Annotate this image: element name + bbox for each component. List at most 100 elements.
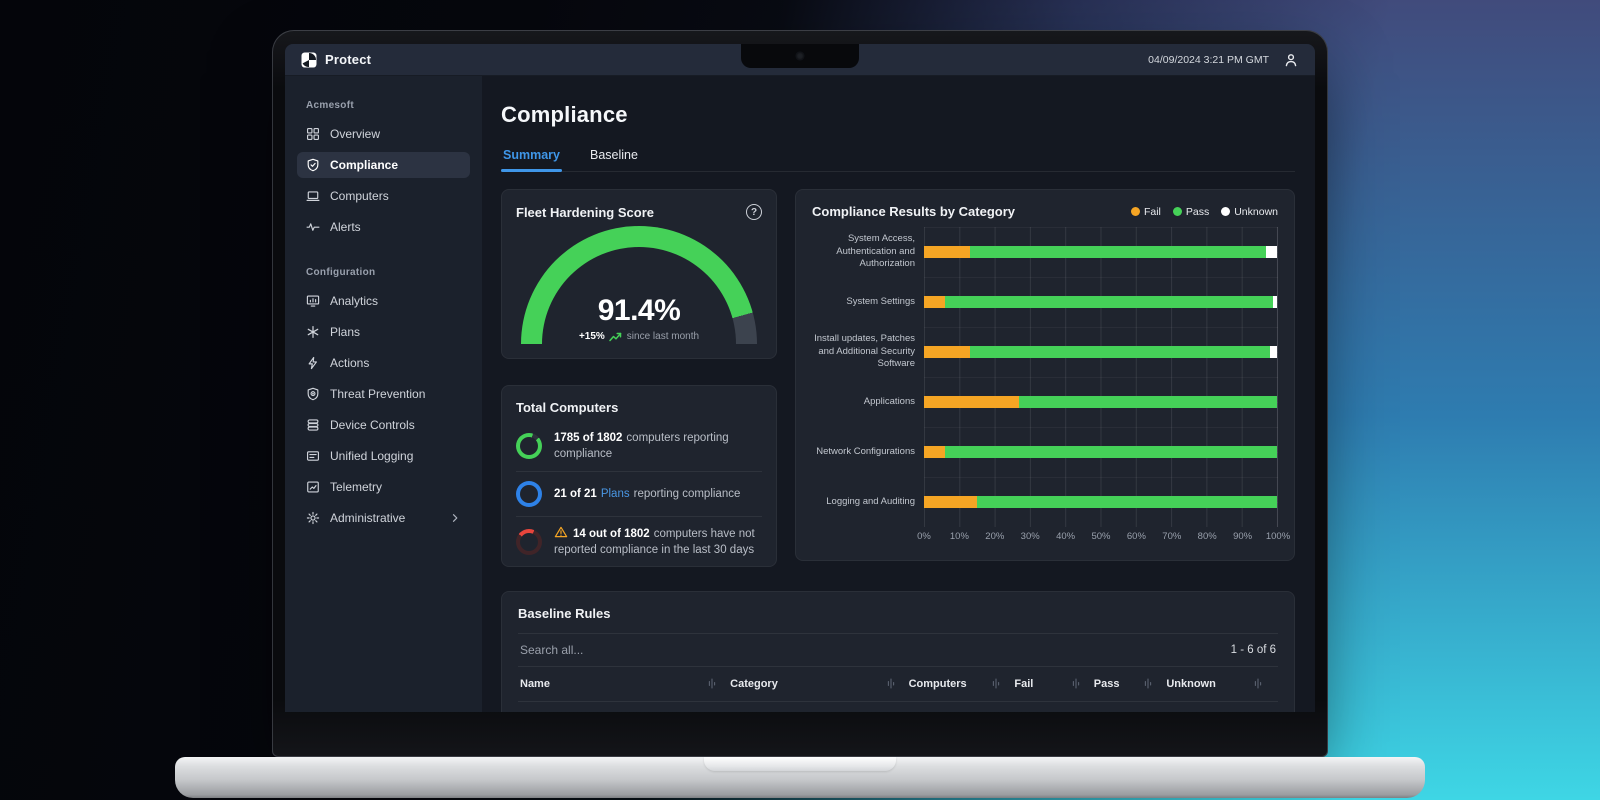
chart-bar-row-install-updates-patches-and-additional-security-software: [924, 327, 1277, 377]
sort-icon: [1254, 677, 1262, 690]
sidebar-item-computers[interactable]: Computers: [297, 183, 470, 209]
tab-summary[interactable]: Summary: [501, 148, 562, 172]
bar-segment-unknown: [1266, 246, 1277, 258]
bar-segment-fail: [924, 346, 970, 358]
sort-icon: [992, 677, 1000, 690]
webcam: [796, 52, 804, 60]
computers-reporting-row: 1785 of 1802 computers reporting complian…: [516, 421, 762, 471]
bar-segment-unknown: [1269, 346, 1277, 358]
trend-up-icon: [609, 332, 623, 342]
sidebar-item-label: Alerts: [330, 220, 361, 234]
user-account-icon[interactable]: [1283, 52, 1299, 68]
laptop-icon: [306, 189, 320, 203]
progress-ring-blue-icon: [516, 481, 542, 508]
chart-category-label: System Access, Authentication and Author…: [836, 233, 915, 270]
laptop-base: [175, 757, 1425, 798]
sidebar-item-alerts[interactable]: Alerts: [297, 214, 470, 240]
chart-plot: [924, 227, 1278, 527]
column-label: Name: [520, 677, 550, 690]
plans-link[interactable]: Plans: [600, 488, 630, 501]
datetime: 04/09/2024 3:21 PM GMT: [1148, 53, 1269, 66]
column-header-fail[interactable]: Fail: [1014, 677, 1093, 690]
sidebar-item-administrative[interactable]: Administrative: [297, 505, 470, 531]
bar-segment-fail: [924, 296, 946, 308]
column-label: Pass: [1093, 677, 1120, 690]
x-axis-tick: 30%: [1020, 531, 1040, 542]
chart-title: Compliance Results by Category: [812, 204, 1015, 219]
laptop-notch: [741, 44, 859, 68]
chart-legend: Fail Pass Unknown: [1130, 206, 1278, 218]
chart-category-labels: System Access, Authentication and Author…: [812, 227, 924, 547]
monitor-chart-icon: [306, 294, 320, 308]
sort-icon: [1144, 677, 1152, 690]
total-computers-title: Total Computers: [516, 400, 619, 415]
sidebar-item-plans[interactable]: Plans: [297, 319, 470, 345]
brand: Protect: [301, 52, 371, 68]
chart-square-icon: [306, 480, 320, 494]
chart-bar-row-network-configurations: [924, 427, 1277, 477]
bar-segment-pass: [969, 346, 1270, 358]
baseline-rules-title: Baseline Rules: [518, 606, 611, 621]
sidebar-item-unified-logging[interactable]: Unified Logging: [297, 443, 470, 469]
sidebar-item-label: Analytics: [330, 294, 379, 308]
sidebar-item-label: Compliance: [330, 158, 399, 172]
x-axis-tick: 60%: [1126, 531, 1146, 542]
warning-triangle-icon: [554, 526, 568, 538]
score-delta-caption: since last month: [626, 331, 700, 342]
stacked-bar: [924, 396, 1277, 408]
sidebar-item-threat-prevention[interactable]: Threat Prevention: [297, 381, 470, 407]
sidebar-config-label: Configuration: [306, 267, 376, 278]
column-header-pass[interactable]: Pass: [1094, 677, 1167, 690]
bar-segment-pass: [945, 446, 1277, 458]
chart-bar-row-system-access-authentication-and-authorization: [924, 227, 1277, 277]
bolt-icon: [306, 356, 320, 370]
sidebar-item-label: Administrative: [330, 511, 406, 525]
progress-ring-red-icon: [516, 529, 542, 556]
bar-segment-pass: [969, 246, 1267, 258]
chart-x-axis: 0% 10% 20% 30% 40% 50% 60% 70% 80% 90% 100%: [917, 531, 1290, 547]
compliance-results-card: Compliance Results by Category Fail Pass U…: [795, 189, 1295, 561]
sort-icon: [887, 677, 895, 690]
legend-dot-fail: [1130, 207, 1140, 216]
legend-dot-unknown: [1221, 207, 1231, 216]
sidebar-org-label: Acmesoft: [306, 100, 354, 111]
not-reported-row: 14 out of 1802 computers have not reporte…: [516, 516, 762, 567]
search-input[interactable]: [520, 643, 840, 657]
column-header-computers[interactable]: Computers: [909, 677, 1015, 690]
sidebar-item-label: Computers: [330, 189, 389, 203]
sidebar-item-overview[interactable]: Overview: [297, 121, 470, 147]
bar-segment-fail: [924, 446, 946, 458]
help-icon[interactable]: [746, 204, 762, 220]
brand-name: Protect: [325, 52, 372, 67]
plans-reporting-text: reporting compliance: [633, 488, 741, 501]
chart-bar-row-applications: [924, 377, 1277, 427]
shield-check-icon: [306, 158, 320, 172]
sidebar-item-device-controls[interactable]: Device Controls: [297, 412, 470, 438]
sidebar-item-compliance[interactable]: Compliance: [297, 152, 470, 178]
sidebar-item-analytics[interactable]: Analytics: [297, 288, 470, 314]
plans-reporting-count: 21 of 21: [554, 488, 597, 501]
chart-category-label: System Settings: [846, 295, 915, 307]
column-header-unknown[interactable]: Unknown: [1166, 677, 1276, 690]
tab-bar: Summary Baseline: [501, 148, 1295, 172]
sidebar-item-label: Threat Prevention: [330, 387, 426, 401]
bar-segment-unknown: [1273, 296, 1277, 308]
column-header-name[interactable]: Name: [520, 677, 730, 690]
x-axis-tick: 90%: [1233, 531, 1253, 542]
x-axis-tick: 10%: [949, 531, 969, 542]
column-header-category[interactable]: Category: [730, 677, 908, 690]
sort-icon: [1072, 677, 1080, 690]
sidebar-item-label: Device Controls: [330, 418, 415, 432]
bar-segment-fail: [924, 496, 977, 508]
legend-pass: Pass: [1172, 206, 1209, 218]
bar-segment-pass: [1019, 396, 1277, 408]
sidebar-item-telemetry[interactable]: Telemetry: [297, 474, 470, 500]
sidebar-item-actions[interactable]: Actions: [297, 350, 470, 376]
computers-reporting-text: computers reporting compliance: [554, 432, 729, 461]
fleet-hardening-score-card: Fleet Hardening Score 91.4% +15%: [501, 189, 777, 359]
server-stack-icon: [306, 418, 320, 432]
main-content: Compliance Summary Baseline Fleet Hardeni…: [482, 76, 1315, 712]
x-axis-tick: 40%: [1056, 531, 1076, 542]
score-value: 91.4%: [597, 294, 681, 327]
tab-baseline[interactable]: Baseline: [589, 148, 638, 162]
